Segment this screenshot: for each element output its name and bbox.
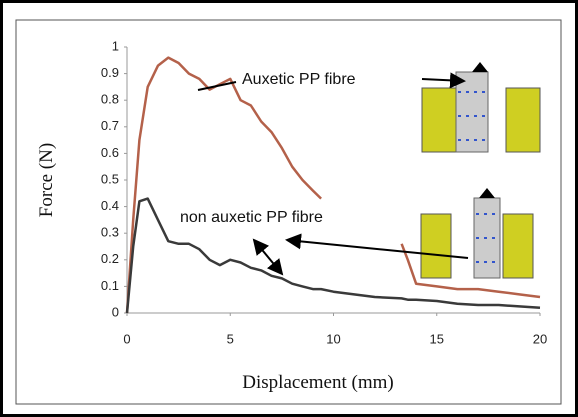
inset-auxetic xyxy=(421,62,541,153)
arrow xyxy=(252,238,284,276)
inner-frame xyxy=(15,19,562,405)
y-tick-label: 0.6 xyxy=(101,145,119,160)
arrow xyxy=(421,72,466,89)
x-tick-label: 0 xyxy=(123,331,130,346)
yellow-block xyxy=(505,87,541,153)
y-tick-label: 0.5 xyxy=(101,171,119,186)
x-tick-label: 5 xyxy=(227,331,234,346)
series-line xyxy=(125,197,541,314)
y-tick-label: 0.8 xyxy=(101,92,119,107)
yellow-block xyxy=(502,213,534,279)
arrow xyxy=(285,233,469,259)
pointer xyxy=(197,81,237,91)
inset-non-auxetic xyxy=(420,188,534,279)
annotation: Auxetic PP fibre xyxy=(242,71,356,88)
y-tick-label: 0.9 xyxy=(101,65,119,80)
x-tick-label: 10 xyxy=(326,331,340,346)
y-axis-label: Force (N) xyxy=(36,143,57,217)
y-tick-label: 0.2 xyxy=(101,251,119,266)
annotation: non auxetic PP fibre xyxy=(180,209,323,226)
plot-area: 00.10.20.30.40.50.60.70.80.910 5 10 15 20 xyxy=(101,38,547,346)
y-tick-label: 0.7 xyxy=(101,118,119,133)
y-tick-label: 0 xyxy=(112,304,119,319)
y-tick-label: 0.1 xyxy=(101,278,119,293)
x-tick-label: 20 xyxy=(533,331,547,346)
x-tick-label: 15 xyxy=(430,331,444,346)
x-axis-label: Displacement (mm) xyxy=(242,372,393,393)
yellow-block xyxy=(421,87,457,153)
y-tick-label: 1 xyxy=(112,38,119,53)
fibre-marks xyxy=(476,213,498,263)
load-arrow xyxy=(479,188,495,198)
y-tick-label: 0.3 xyxy=(101,225,119,240)
load-arrow xyxy=(472,62,488,72)
series-line xyxy=(125,56,541,314)
yellow-block xyxy=(420,213,452,279)
y-tick-label: 0.4 xyxy=(101,198,119,213)
